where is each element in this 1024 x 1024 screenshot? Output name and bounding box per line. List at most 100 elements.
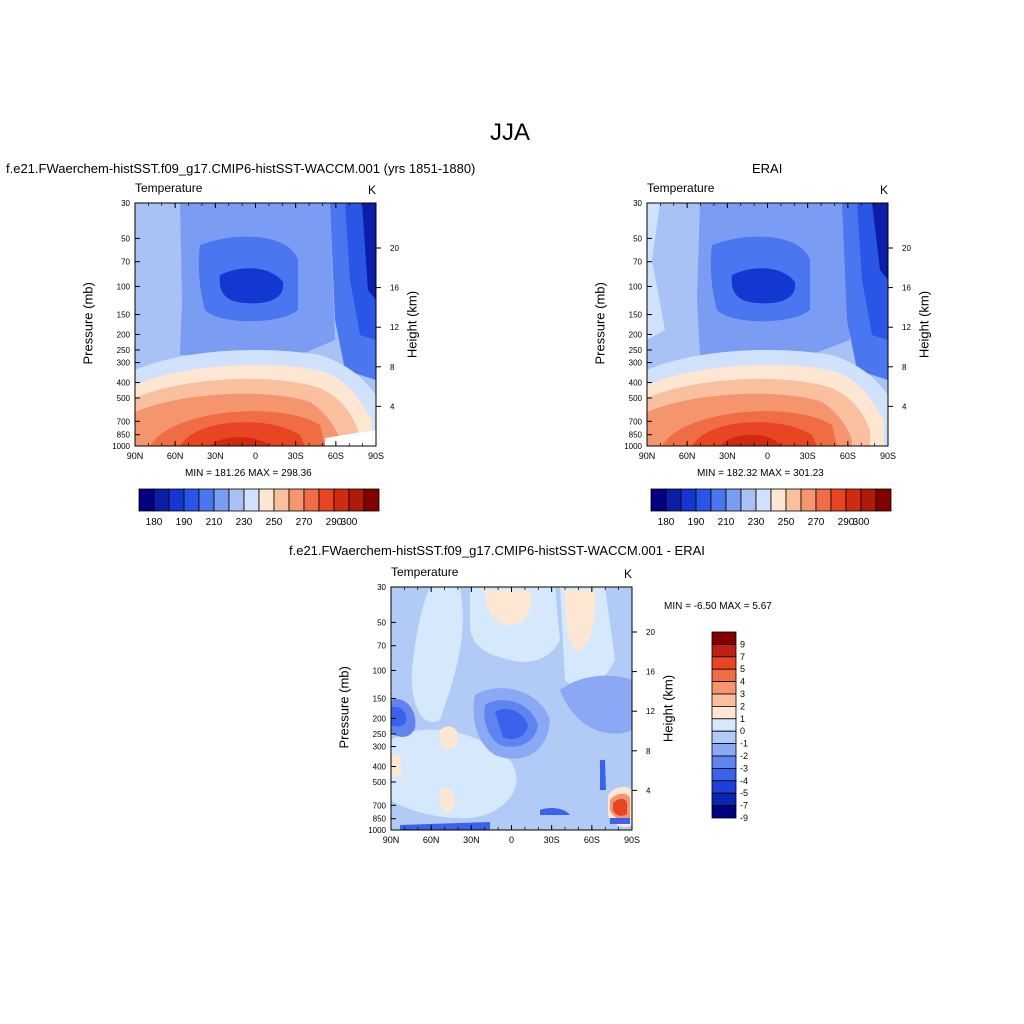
cb2-swatch (770, 488, 787, 512)
cb1-swatch (153, 488, 170, 512)
panel1-xtick-label: 30N (207, 451, 224, 461)
panel1-contours (135, 203, 376, 446)
p3-band-zero-lower (391, 729, 517, 819)
cb1-label: 190 (176, 517, 193, 528)
panel2-xtick-label: 60N (679, 451, 696, 461)
panel2-height-tick-label: 12 (902, 323, 911, 332)
cb1-swatch (183, 488, 200, 512)
panel1-height-tick-label: 20 (390, 244, 399, 253)
p2-band-295 (720, 434, 782, 446)
cb2-label: 180 (658, 517, 675, 528)
p3-band-neg-antarctic (600, 760, 606, 790)
cb1-label: 300 (341, 517, 358, 528)
panel1-ytick-label: 850 (117, 431, 131, 440)
panel1-variable-label: Temperature (135, 181, 203, 195)
cb3-swatch (711, 631, 737, 645)
cb2-swatch (800, 488, 817, 512)
cb3-swatch (711, 768, 737, 782)
cb3-label: -3 (740, 763, 748, 773)
panel3-xtick-label: 60N (423, 835, 440, 845)
cb2-swatch (695, 488, 712, 512)
cb1-swatch (318, 488, 335, 512)
p3-band-pos-mid (440, 726, 459, 750)
cb3-swatch (711, 706, 737, 720)
p1-band-missing (325, 430, 376, 446)
cb3-swatch (711, 681, 737, 695)
cb2-label: 300 (853, 517, 870, 528)
panel2-ytick-label: 250 (629, 346, 643, 355)
panel2-ytick-label: 100 (629, 282, 643, 291)
panel1-height-tick-label: 12 (390, 323, 399, 332)
cb1-swatch (273, 488, 290, 512)
cb3-label: -4 (740, 776, 748, 786)
panel1-ytick-label: 200 (117, 330, 131, 339)
panel3-ytick-label: 1000 (368, 826, 386, 835)
p2-band-polar-warm (647, 203, 665, 340)
cb1-label: 250 (266, 517, 283, 528)
panel3-ytick-label: 250 (373, 730, 387, 739)
cb2-label: 270 (808, 517, 825, 528)
cb2-swatch (815, 488, 832, 512)
cb2-label: 250 (778, 517, 795, 528)
p3-band-pos-top (485, 590, 532, 625)
cb2-swatch (665, 488, 682, 512)
panel1-stats: MIN = 181.26 MAX = 298.36 (185, 468, 312, 479)
panel2-units-label: K (880, 183, 889, 197)
cb1-swatch (228, 488, 245, 512)
p2-band-polar-3 (872, 203, 888, 280)
cb2-swatch (680, 488, 697, 512)
panel3-xtick-label: 30S (544, 835, 560, 845)
figure-title: JJA (490, 119, 531, 146)
panel3-xtick-label: 60S (584, 835, 600, 845)
panel2-xtick-label: 0 (765, 451, 770, 461)
cb2-label: 230 (748, 517, 765, 528)
panel3-ytick-label: 50 (377, 618, 386, 627)
cb3-label: 2 (740, 701, 745, 711)
panel1-ytick-label: 70 (121, 258, 130, 267)
cb3-label: -1 (740, 739, 748, 749)
panel1-ytick-label: 30 (121, 199, 130, 208)
cb2-swatch (725, 488, 742, 512)
cb3-swatch (711, 805, 737, 819)
panel3-ytick-label: 500 (373, 778, 387, 787)
panel1-ytick-label: 700 (117, 417, 131, 426)
panel1-title: f.e21.FWaerchem-histSST.f09_g17.CMIP6-hi… (6, 161, 476, 176)
panel1-height-tick-label: 8 (390, 363, 395, 372)
panel3-xtick-label: 0 (509, 835, 514, 845)
p3-band-neg2-right (560, 675, 632, 734)
cb1-label: 210 (206, 517, 223, 528)
panel2-ytick-label: 150 (629, 311, 643, 320)
cb2-label: 210 (718, 517, 735, 528)
cb3-swatch (711, 668, 737, 683)
panel2-xtick-label: 90S (880, 451, 896, 461)
cb3-swatch (711, 755, 737, 769)
cb3-label: 9 (740, 639, 745, 649)
cb1-label: 290 (326, 517, 343, 528)
panel3-height-tick-label: 20 (646, 628, 655, 637)
cb2-swatch (830, 488, 847, 512)
p3-band-pos-top-right (565, 590, 596, 650)
cb3-swatch (711, 792, 737, 807)
panel2-height-tick-label: 16 (902, 284, 911, 293)
panel3-ytick-label: 300 (373, 743, 387, 752)
p1-band-tropopause-core (219, 268, 284, 304)
panel3-ytick-label: 400 (373, 763, 387, 772)
panel1-xtick-label: 90N (127, 451, 144, 461)
panel2-ytick-label: 70 (633, 258, 642, 267)
panel1-units-label: K (368, 183, 377, 197)
panel2-ytick-label: 1000 (624, 442, 642, 451)
cb3-label: -7 (740, 801, 748, 811)
cb3-label: 1 (740, 714, 745, 724)
panel1-ytick-label: 400 (117, 379, 131, 388)
panel2-variable-label: Temperature (647, 181, 715, 195)
panel1-xtick-label: 60N (167, 451, 184, 461)
panel3-title: f.e21.FWaerchem-histSST.f09_g17.CMIP6-hi… (289, 543, 705, 558)
panel2-ytick-label: 300 (629, 359, 643, 368)
p2-band-tropopause-core (731, 268, 796, 304)
cb3-swatch (711, 656, 737, 670)
cb2-swatch (755, 488, 772, 512)
cb2-swatch (740, 488, 757, 512)
panel2-height-tick-label: 4 (902, 402, 907, 411)
